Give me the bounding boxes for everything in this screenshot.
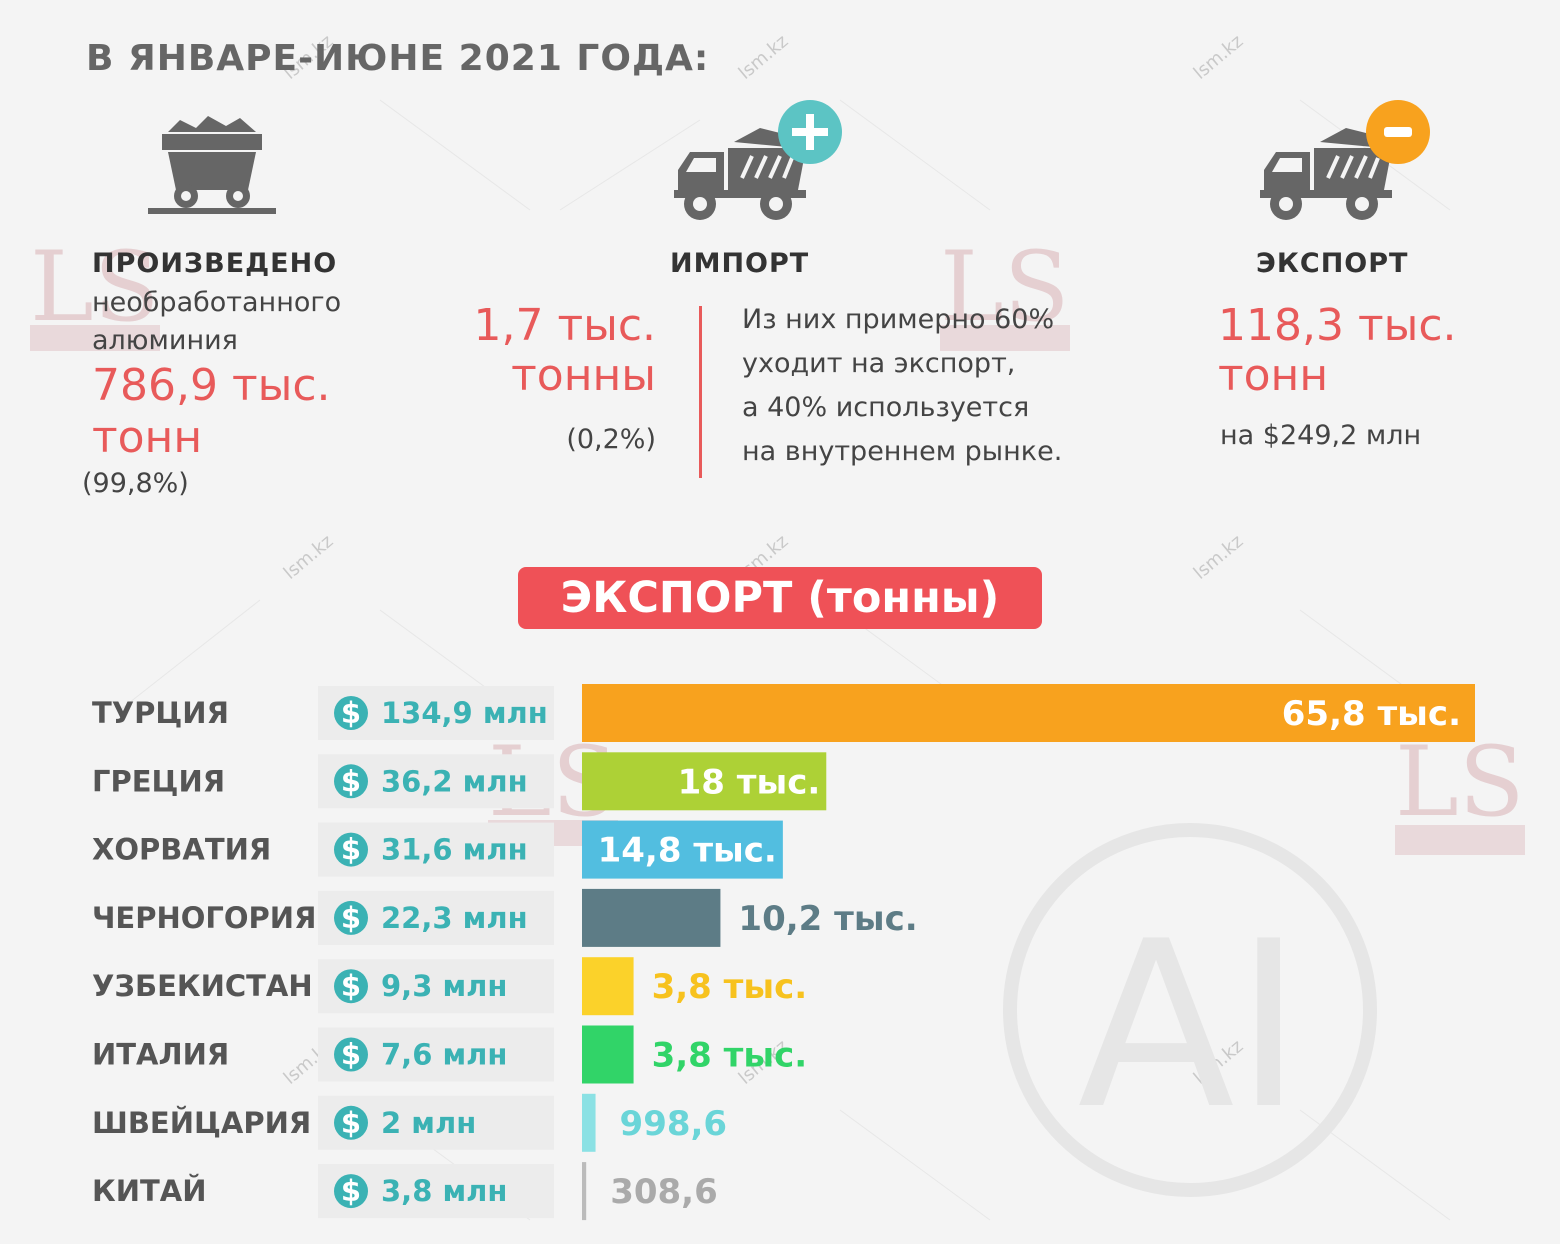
produced-subtitle-1: необработанного (92, 287, 342, 318)
import-share: (0,2%) (566, 424, 656, 455)
bar (582, 888, 721, 947)
value-label: 308,6 (610, 1172, 718, 1212)
category-label: ХОРВАТИЯ (92, 833, 271, 867)
minus-icon (1366, 100, 1430, 168)
money-label: 3,8 млн (381, 1174, 507, 1208)
bar (582, 957, 634, 1016)
import-value: 1,7 тыс. (473, 300, 656, 351)
value-label: 65,8 тыс. (1282, 694, 1461, 734)
export-title: ЭКСПОРТ (1256, 248, 1409, 279)
dollar-icon-symbol: $ (341, 1106, 361, 1140)
bar (582, 684, 1475, 742)
svg-text:LS: LS (30, 231, 160, 343)
import-unit: тонны (511, 350, 656, 401)
dollar-icon-symbol: $ (341, 901, 361, 935)
dollar-icon-symbol: $ (341, 696, 361, 730)
watermark-corner: AI (1003, 823, 1377, 1197)
dollar-icon (334, 1174, 368, 1209)
dollar-icon (334, 1037, 368, 1072)
produced-subtitle-2: алюминия (92, 325, 238, 356)
import-divider (699, 306, 702, 478)
money-label: 9,3 млн (381, 969, 507, 1003)
bar (582, 1093, 596, 1152)
dollar-icon-symbol: $ (341, 1038, 361, 1072)
mine-cart-icon (148, 112, 278, 217)
category-label: УЗБЕКИСТАН (92, 969, 313, 1003)
category-label: ШВЕЙЦАРИЯ (92, 1106, 311, 1140)
bar (582, 1162, 587, 1221)
export-value: 118,3 тыс. (1218, 300, 1457, 351)
svg-text:LS: LS (1395, 726, 1525, 838)
produced-title: ПРОИЗВЕДЕНО (92, 248, 338, 279)
value-label: 18 тыс. (678, 762, 821, 802)
money-label: 36,2 млн (381, 764, 528, 798)
dollar-icon (334, 969, 368, 1004)
value-label: 3,8 тыс. (652, 1036, 808, 1076)
produced-value: 786,9 тыс. (92, 360, 331, 411)
money-label: 31,6 млн (381, 833, 528, 867)
dollar-icon (334, 832, 368, 867)
dollar-icon (334, 764, 368, 799)
money-label: 22,3 млн (381, 901, 528, 935)
dollar-icon-symbol: $ (341, 1174, 361, 1208)
dollar-icon (334, 696, 368, 730)
category-label: КИТАЙ (92, 1174, 206, 1208)
import-note-line-4: на внутреннем рынке. (742, 436, 1063, 467)
dollar-icon-symbol: $ (341, 969, 361, 1003)
bar (582, 1025, 634, 1084)
page-header: В ЯНВАРЕ-ИЮНЕ 2021 ГОДА: (86, 38, 710, 79)
dollar-icon (334, 1105, 368, 1140)
value-label: 14,8 тыс. (598, 831, 777, 871)
export-amount: на $249,2 млн (1220, 420, 1422, 451)
svg-text:AI: AI (1077, 893, 1302, 1160)
money-label: 134,9 млн (381, 696, 548, 730)
dollar-icon-symbol: $ (341, 833, 361, 867)
dump-truck-icon (672, 118, 812, 224)
import-title: ИМПОРТ (670, 248, 810, 279)
category-label: ГРЕЦИЯ (92, 764, 225, 798)
money-label: 7,6 млн (381, 1038, 507, 1072)
bar (582, 752, 827, 811)
value-label: 998,6 (620, 1104, 728, 1144)
category-label: ЧЕРНОГОРИЯ (92, 901, 316, 935)
money-label: 2 млн (381, 1106, 476, 1140)
export-unit: тонн (1218, 350, 1329, 401)
produced-unit: тонн (92, 412, 203, 463)
category-label: ИТАЛИЯ (92, 1038, 229, 1072)
svg-text:LS: LS (940, 231, 1070, 343)
dollar-icon (334, 900, 368, 935)
import-note-line-1: Из них примерно 60% (742, 304, 1055, 335)
dollar-icon-symbol: $ (341, 764, 361, 798)
value-label: 10,2 тыс. (738, 899, 917, 939)
bar (582, 820, 783, 879)
chart-title: ЭКСПОРТ (тонны) (518, 567, 1042, 629)
value-label: 3,8 тыс. (652, 967, 808, 1007)
plus-icon (778, 100, 842, 168)
produced-share: (99,8%) (82, 468, 189, 499)
import-note-line-3: а 40% используется (742, 392, 1030, 423)
import-note-line-2: уходит на экспорт, (742, 348, 1016, 379)
category-label: ТУРЦИЯ (92, 696, 229, 730)
